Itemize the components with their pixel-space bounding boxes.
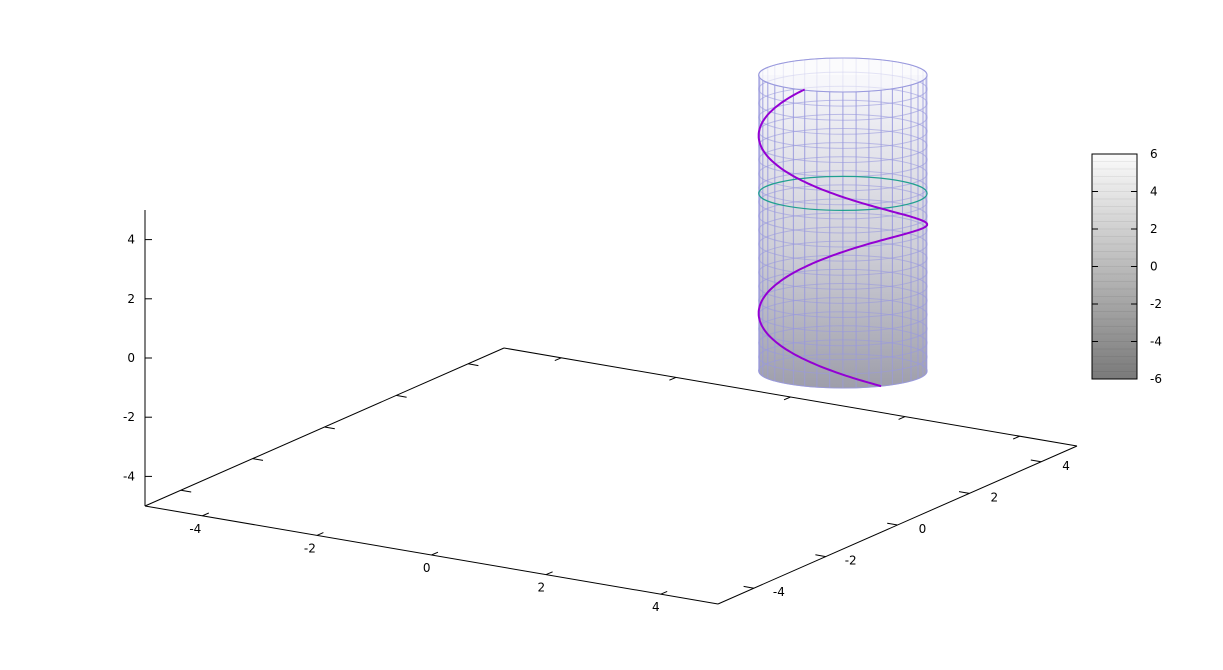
- y-tick: [1030, 459, 1042, 463]
- colorbar-tick-label: 2: [1150, 222, 1158, 236]
- x-tick: [202, 512, 209, 517]
- y-tick-back: [396, 394, 407, 398]
- x-tick-label: 2: [537, 581, 545, 595]
- z-tick-label: -2: [123, 410, 135, 424]
- z-tick-label: -4: [123, 469, 135, 483]
- y-tick-label: -4: [773, 585, 785, 599]
- colorbar-tick-label: -6: [1150, 372, 1162, 386]
- cylinder-ring: [758, 325, 928, 361]
- colorbar: -6 -4 -2 0 2 4 6: [1091, 147, 1162, 386]
- cylinder-top-cap: [758, 57, 928, 93]
- cylinder-ring: [758, 212, 928, 248]
- x-tick: [660, 590, 668, 595]
- y-tick-back: [468, 363, 479, 367]
- cylinder-ring: [758, 128, 928, 163]
- curve-overlays: [757, 88, 929, 388]
- y-axis: -4 -2 0 2 4: [180, 363, 1070, 599]
- cylinder-ring: [758, 254, 928, 290]
- y-tick: [815, 554, 826, 558]
- colorbar-tick-label: 6: [1150, 147, 1158, 161]
- y-tick-label: -2: [845, 554, 857, 568]
- cylinder-ring: [758, 99, 928, 135]
- cylinder-ring: [758, 184, 928, 220]
- cylinder-ring: [758, 353, 928, 389]
- cylinder-ring: [758, 268, 928, 304]
- x-tick-back: [783, 396, 791, 401]
- base-axes: [144, 347, 1078, 605]
- cylinder-ring: [758, 311, 928, 347]
- cylinder-ring: [758, 156, 928, 192]
- x-tick: [431, 551, 439, 556]
- y-tick: [887, 522, 898, 526]
- colorbar-tick-label: 4: [1150, 185, 1158, 199]
- cylinder-ring: [758, 226, 928, 262]
- x-tick-back: [1013, 435, 1020, 440]
- x-tick-label: 0: [423, 561, 431, 575]
- colorbar-box: [1091, 153, 1138, 380]
- colorbar-tick-label: -2: [1150, 297, 1162, 311]
- z-tick-label: 0: [127, 351, 135, 365]
- x-tick-back: [669, 376, 677, 381]
- z-axis: -4 -2 0 2 4: [123, 210, 152, 506]
- colorbar-tick-label: 0: [1150, 260, 1158, 274]
- x-tick-label: -4: [189, 522, 201, 536]
- x-tick-back: [898, 416, 906, 420]
- z-tick-label: 2: [127, 292, 135, 306]
- cylinder-ring: [758, 283, 928, 318]
- circle-curve: [758, 175, 928, 211]
- x-tick: [545, 571, 553, 576]
- cylinder-ring: [758, 240, 928, 276]
- helix-curve: [757, 88, 929, 388]
- x-axis: -4 -2 0 2 4: [189, 357, 1020, 614]
- y-tick-back: [252, 458, 264, 461]
- y-tick-back: [324, 426, 335, 430]
- y-tick-label: 4: [1062, 459, 1070, 473]
- y-tick-label: 2: [990, 490, 998, 504]
- y-tick-back: [180, 489, 192, 493]
- y-tick: [958, 491, 970, 494]
- x-tick-back: [554, 357, 562, 362]
- y-tick-label: 0: [919, 522, 927, 536]
- cylinder-ring: [758, 170, 928, 206]
- x-tick-label: 4: [652, 600, 660, 614]
- x-tick: [316, 532, 324, 536]
- z-tick-label: 4: [127, 233, 135, 247]
- cylinder-surface: [758, 57, 928, 389]
- colorbar-tick-label: -4: [1150, 335, 1162, 349]
- y-tick: [743, 585, 754, 589]
- x-tick-label: -2: [304, 541, 316, 555]
- cylinder-ring: [758, 198, 928, 234]
